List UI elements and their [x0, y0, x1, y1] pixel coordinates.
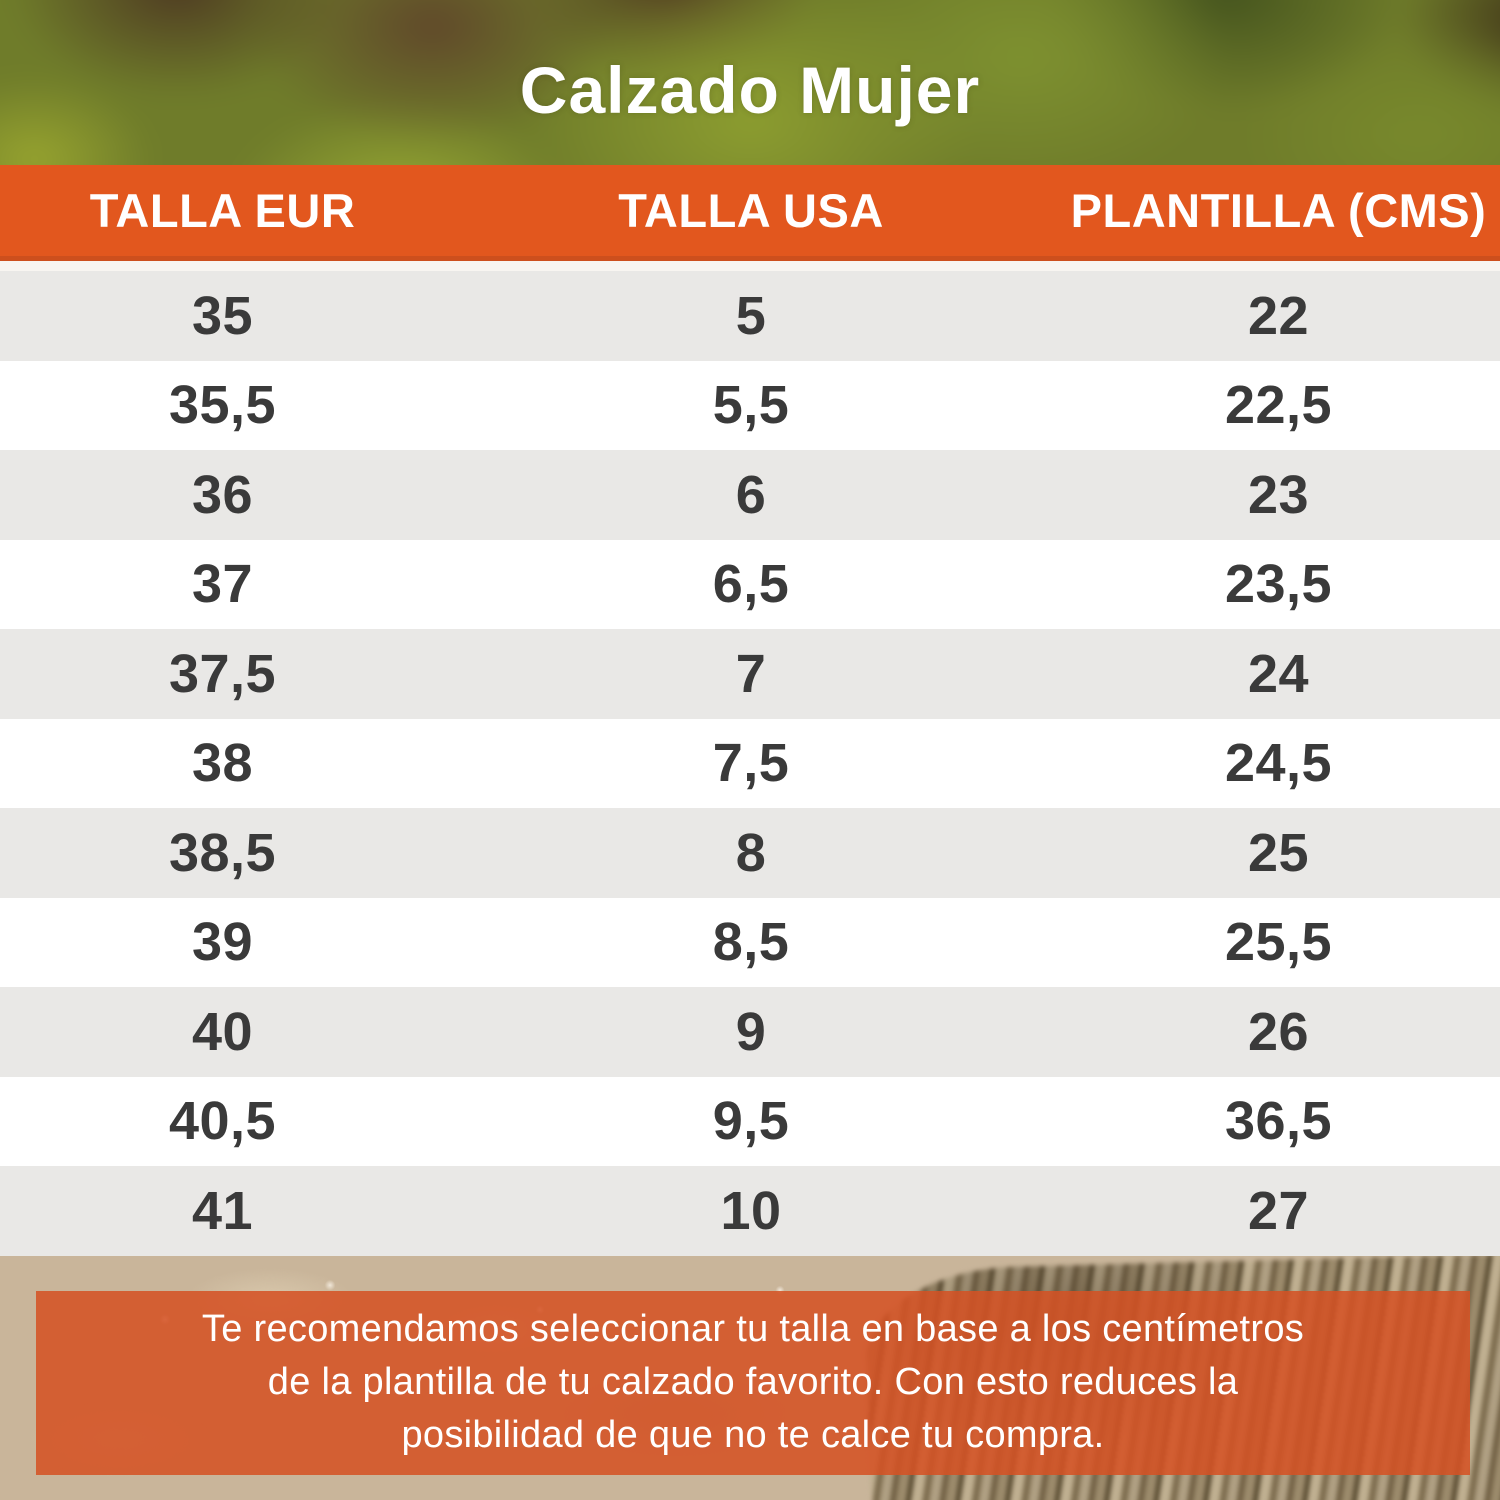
- table-row: 39 8,5 25,5: [0, 897, 1500, 987]
- note-line: posibilidad de que no te calce tu compra…: [401, 1414, 1105, 1456]
- cell-cms: 22,5: [1224, 375, 1333, 436]
- cell-cms: 36,5: [1224, 1091, 1333, 1152]
- cell-cms: 24: [1247, 643, 1310, 704]
- cell-usa: 5,5: [712, 375, 790, 436]
- bottom-photo-band: Te recomendamos seleccionar tu talla en …: [0, 1255, 1500, 1500]
- size-table: 35 5 22 35,5 5,5 22,5 36 6 23 37 6,5 23,…: [0, 271, 1500, 1256]
- cell-eur: 35,5: [168, 375, 277, 436]
- cell-cms: 23: [1247, 464, 1310, 525]
- table-header-row: TALLA EUR TALLA USA PLANTILLA (CMS): [0, 165, 1500, 261]
- page-title: Calzado Mujer: [519, 53, 981, 127]
- cell-usa: 6,5: [712, 554, 790, 615]
- table-row: 40,5 9,5 36,5: [0, 1076, 1500, 1166]
- recommendation-note: Te recomendamos seleccionar tu talla en …: [36, 1290, 1470, 1475]
- cell-eur: 37: [191, 554, 254, 615]
- cell-eur: 36: [191, 464, 254, 525]
- cell-eur: 40: [191, 1001, 254, 1062]
- cell-usa: 7,5: [712, 733, 790, 794]
- cell-eur: 38: [191, 733, 254, 794]
- note-line: Te recomendamos seleccionar tu talla en …: [201, 1308, 1305, 1350]
- table-row: 36 6 23: [0, 450, 1500, 540]
- header-separator: [0, 261, 1500, 271]
- column-header-talla-eur: TALLA EUR: [89, 184, 356, 237]
- table-row: 37,5 7 24: [0, 629, 1500, 719]
- cell-usa: 6: [735, 464, 767, 525]
- table-row: 38,5 8 25: [0, 808, 1500, 898]
- cell-eur: 41: [191, 1180, 254, 1241]
- cell-eur: 35: [191, 285, 254, 346]
- cell-cms: 26: [1247, 1001, 1310, 1062]
- cell-eur: 39: [191, 912, 254, 973]
- table-row: 35,5 5,5 22,5: [0, 360, 1500, 450]
- cell-cms: 22: [1247, 285, 1310, 346]
- blurred-foliage-background: [0, 0, 1500, 165]
- cell-cms: 25,5: [1224, 912, 1333, 973]
- top-photo-band: Calzado Mujer: [0, 0, 1500, 165]
- column-header-talla-usa: TALLA USA: [618, 184, 884, 237]
- table-row: 37 6,5 23,5: [0, 539, 1500, 629]
- table-row: 40 9 26: [0, 987, 1500, 1077]
- cell-eur: 37,5: [168, 643, 277, 704]
- cell-usa: 8: [735, 822, 767, 883]
- cell-cms: 23,5: [1224, 554, 1333, 615]
- cell-cms: 27: [1247, 1180, 1310, 1241]
- cell-usa: 9,5: [712, 1091, 790, 1152]
- table-row: 35 5 22: [0, 271, 1500, 361]
- cell-eur: 38,5: [168, 822, 277, 883]
- cell-cms: 24,5: [1224, 733, 1333, 794]
- cell-usa: 10: [720, 1180, 782, 1241]
- cell-usa: 8,5: [712, 912, 790, 973]
- cell-usa: 7: [735, 643, 767, 704]
- cell-usa: 9: [735, 1001, 767, 1062]
- table-row: 38 7,5 24,5: [0, 718, 1500, 808]
- note-line: de la plantilla de tu calzado favorito. …: [267, 1361, 1239, 1403]
- table-row: 41 10 27: [0, 1166, 1500, 1256]
- cell-cms: 25: [1247, 822, 1310, 883]
- column-header-plantilla-cms: PLANTILLA (CMS): [1070, 184, 1487, 237]
- cell-eur: 40,5: [168, 1091, 277, 1152]
- cell-usa: 5: [735, 285, 767, 346]
